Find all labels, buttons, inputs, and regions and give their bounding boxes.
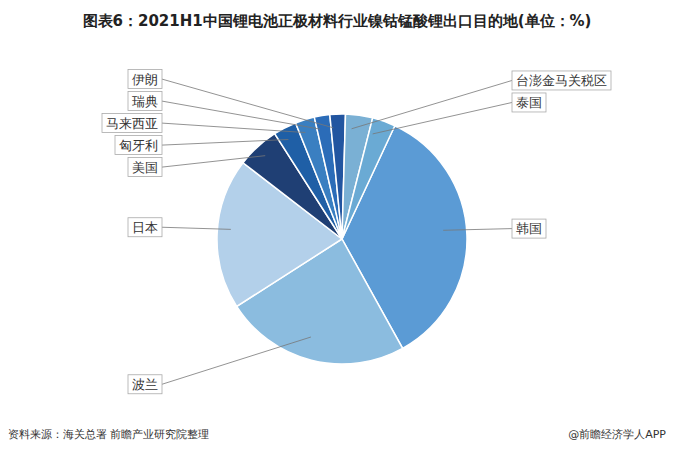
html-text:@前瞻经济学人APP: @前瞻经济学人APP	[568, 428, 666, 441]
svg-text:马来西亚: 马来西亚	[106, 116, 158, 131]
html-text:图表6：2021H1中国锂电池正极材料行业镍钴锰酸锂出口目的: 图表6：2021H1中国锂电池正极材料行业镍钴锰酸锂出口目的地(单位：%)	[82, 12, 592, 30]
svg-text:波兰: 波兰	[132, 377, 158, 392]
svg-text:匈牙利: 匈牙利	[119, 138, 158, 153]
svg-text:台澎金马关税区: 台澎金马关税区	[516, 73, 607, 88]
html-text:资料来源：海关总署 前瞻产业研究院整理: 资料来源：海关总署 前瞻产业研究院整理	[8, 428, 210, 441]
svg-text:泰国: 泰国	[516, 95, 542, 110]
svg-text:日本: 日本	[132, 220, 158, 235]
svg-text:美国: 美国	[132, 160, 158, 175]
svg-text:瑞典: 瑞典	[132, 94, 158, 109]
svg-text:伊朗: 伊朗	[132, 72, 158, 87]
svg-text:韩国: 韩国	[516, 221, 542, 236]
